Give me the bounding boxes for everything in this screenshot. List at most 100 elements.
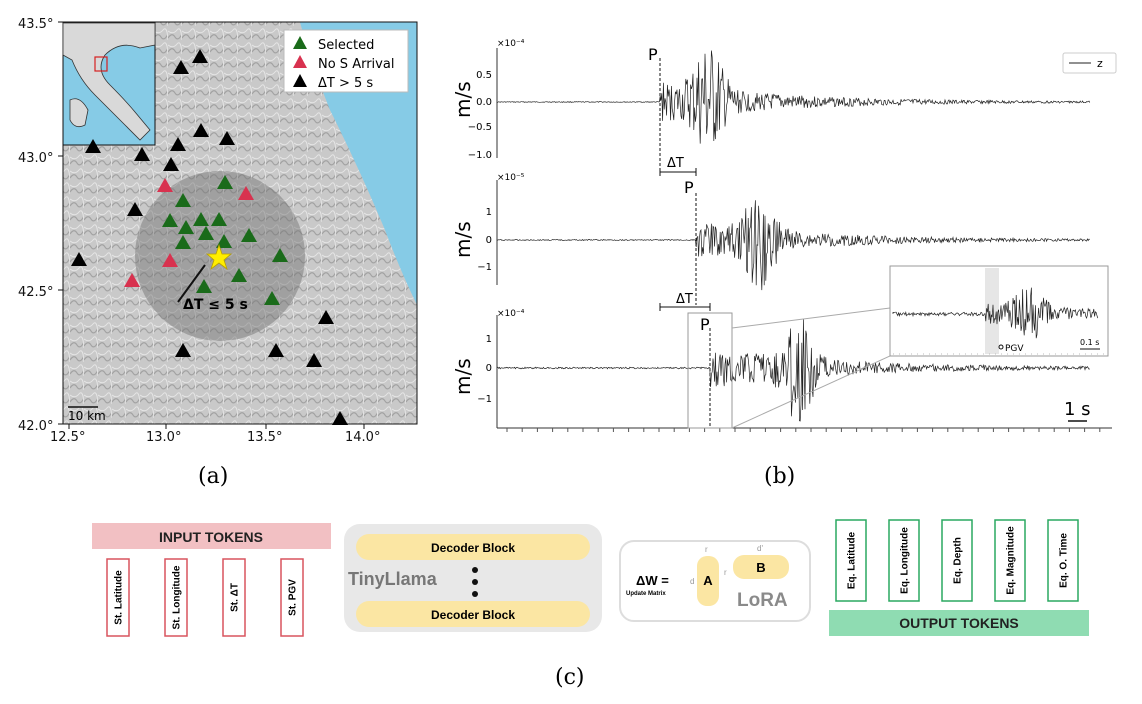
ytick-label: 0.0 (476, 97, 492, 108)
ytick-label: 0 (486, 363, 492, 374)
station-marker (162, 253, 178, 267)
legend-label: z (1097, 57, 1103, 70)
lora-matrix-b (733, 555, 789, 579)
ytick-label: 1 (486, 207, 492, 218)
input-token-box (222, 558, 246, 637)
station-marker (127, 202, 143, 216)
output-token-label: Eq. Depth (953, 537, 964, 584)
pgv-inset: PGV 0.1 s (889, 265, 1109, 357)
radius-label: ΔT ≤ 5 s (183, 297, 248, 313)
lon-tick-label: 13.0° (146, 430, 181, 445)
lora-dim-label: r (705, 545, 708, 554)
output-token-box (941, 519, 973, 602)
station-marker (163, 157, 179, 171)
waveform-trace (496, 50, 1091, 144)
station-marker (198, 226, 214, 240)
waveform-legend: z (1062, 52, 1117, 74)
input-tokens-title: INPUT TOKENS (159, 529, 263, 545)
lora-matrix-a (697, 556, 719, 606)
input-token-box (280, 558, 304, 637)
trace-ylabel: m/s (451, 81, 475, 118)
sea-area (300, 22, 417, 305)
output-token-label: Eq. Magnitude (1006, 526, 1017, 595)
input-token-label: St. Latitude (114, 570, 125, 625)
output-token-box (1047, 519, 1079, 602)
station-marker (178, 220, 194, 234)
inset-focus-box (94, 56, 108, 72)
legend-label: ΔT > 5 s (318, 76, 373, 91)
p-pick-label: P (684, 178, 694, 197)
lora-dim-label: r (724, 568, 727, 577)
station-marker (162, 213, 178, 227)
inset-waveform (892, 287, 1099, 339)
trace-exponent: ×10⁻⁴ (497, 39, 525, 49)
lat-tick-label: 43.5° (18, 17, 53, 32)
station-marker (216, 234, 232, 248)
station-marker (193, 212, 209, 226)
station-marker (192, 49, 208, 63)
ytick-label: −0.5 (468, 122, 492, 133)
lat-tick-label: 43.0° (18, 151, 53, 166)
trace-ylabel: m/s (451, 221, 475, 258)
input-token-label: St. ΔT (230, 583, 241, 612)
delta-t-label: ΔT (676, 292, 693, 307)
station-marker (170, 137, 186, 151)
waveform-trace (496, 319, 1090, 422)
lora-a-label: A (703, 573, 713, 588)
station-marker (268, 343, 284, 357)
decoder-block (356, 534, 590, 560)
legend-label: Selected (318, 38, 374, 53)
trace-ylabel: m/s (451, 358, 475, 395)
station-marker (196, 279, 212, 293)
legend-marker-no-s (293, 55, 307, 68)
epicenter-star-icon (205, 243, 233, 271)
ytick-label: −1 (477, 262, 492, 273)
map-legend: Selected No S Arrival ΔT > 5 s (283, 29, 409, 93)
station-marker (231, 268, 247, 282)
output-tokens-header (829, 610, 1089, 636)
lon-tick-label: 12.5° (50, 430, 85, 445)
map-scale-label: 10 km (68, 409, 106, 423)
waveform-trace (496, 200, 1090, 291)
caption-a: (a) (198, 464, 228, 489)
pgv-label: PGV (1005, 344, 1024, 354)
lora-label: LoRA (737, 590, 788, 611)
station-marker (175, 343, 191, 357)
station-marker (318, 310, 334, 324)
station-marker (193, 123, 209, 137)
decoder-block-label: Decoder Block (431, 541, 515, 555)
output-token-box (888, 519, 920, 602)
input-token-box (164, 558, 188, 637)
output-tokens-title: OUTPUT TOKENS (899, 615, 1019, 631)
ytick-label: 1 (486, 334, 492, 345)
station-marker (134, 147, 150, 161)
caption-b: (b) (764, 464, 795, 489)
zoom-box (687, 312, 733, 429)
output-token-box (835, 519, 867, 602)
station-marker (175, 193, 191, 207)
station-marker (85, 139, 101, 153)
input-token-label: St. PGV (288, 579, 299, 616)
output-token-label: Eq. Longitude (900, 527, 911, 594)
lat-tick-label: 42.0° (18, 419, 53, 434)
output-token-box (994, 519, 1026, 602)
time-axis-ticks (506, 428, 1101, 432)
inset-scale-label: 0.1 s (1080, 338, 1099, 347)
trace-exponent: ×10⁻⁴ (497, 309, 525, 319)
input-token-label: St. Longitude (172, 565, 183, 629)
input-tokens-header (92, 523, 331, 549)
p-pick-label: P (700, 315, 710, 334)
output-token-label: Eq. Latitude (847, 531, 858, 589)
lora-equation-sub: Update Matrix (626, 591, 666, 597)
lon-tick-label: 13.5° (247, 430, 282, 445)
station-marker (71, 252, 87, 266)
legend-label: No S Arrival (318, 57, 394, 72)
output-token-label: Eq. O. Time (1059, 533, 1070, 588)
input-token-box (106, 558, 130, 637)
ytick-label: −1 (477, 394, 492, 405)
station-marker (157, 178, 173, 192)
decoder-block-label: Decoder Block (431, 608, 515, 622)
caption-c: (c) (555, 665, 585, 690)
tinyllama-label: TinyLlama (348, 569, 438, 589)
inset-italy-map (62, 22, 156, 146)
